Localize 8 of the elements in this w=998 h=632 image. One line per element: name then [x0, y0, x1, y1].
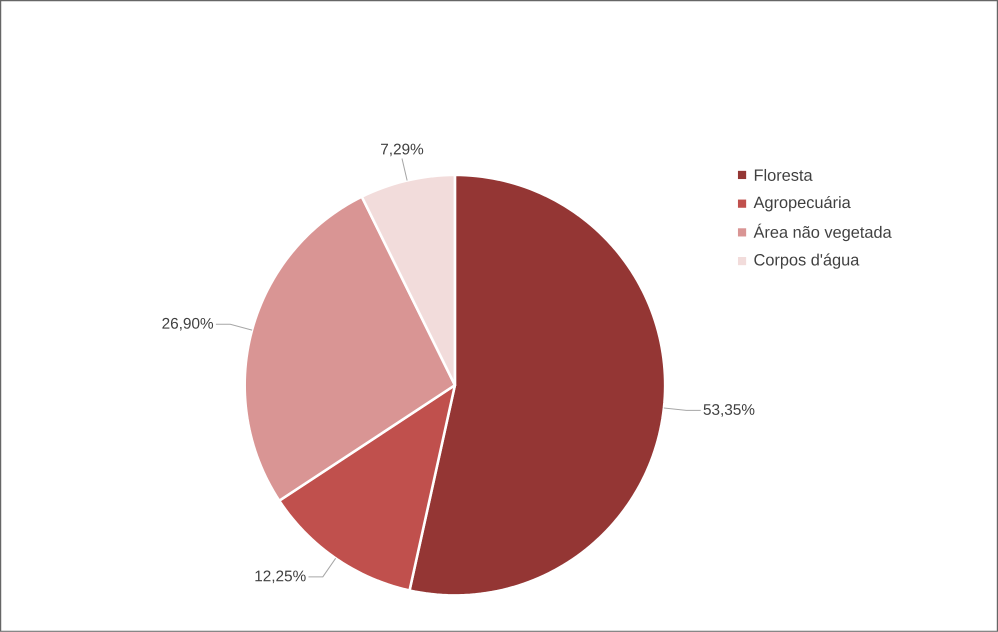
legend-label: Agropecuária: [754, 196, 851, 212]
data-label: 53,35%: [704, 404, 754, 417]
data-label: 26,90%: [162, 318, 214, 331]
legend-label: Corpos d'água: [754, 253, 860, 269]
data-label: 7,29%: [381, 144, 424, 156]
legend-label: Área não vegetada: [754, 224, 892, 242]
data-label: 12,25%: [255, 570, 306, 584]
legend-label: Floresta: [754, 168, 813, 181]
